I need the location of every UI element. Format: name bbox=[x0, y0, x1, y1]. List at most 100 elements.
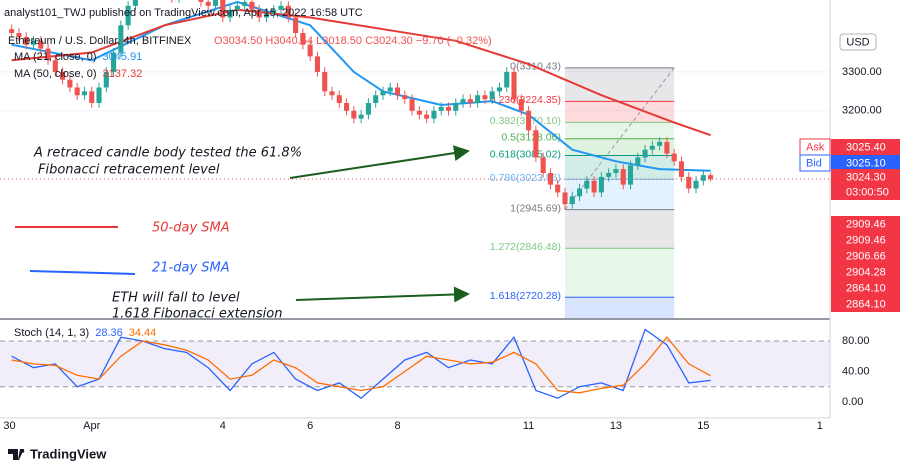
candle-body bbox=[23, 36, 29, 45]
candle-body bbox=[664, 141, 670, 154]
y-tick-label: 0.00 bbox=[842, 396, 863, 408]
fib-zone bbox=[564, 209, 675, 249]
candle-body bbox=[627, 165, 634, 185]
candle-body bbox=[307, 44, 313, 57]
price-pane: 0(3310.43)0.236(3224.35)0.382(3170.10)0.… bbox=[0, 0, 830, 318]
candle-body bbox=[671, 153, 677, 162]
currency[interactable]: USD bbox=[846, 36, 869, 48]
axis-badge-text: 3024.30 bbox=[846, 171, 886, 183]
x-tick-label: Apr bbox=[83, 420, 100, 432]
currency-box[interactable] bbox=[839, 33, 877, 51]
candle-body bbox=[89, 91, 95, 104]
fib-label: 0.236(3224.35) bbox=[490, 94, 561, 106]
candle-body bbox=[118, 25, 124, 53]
candle-body bbox=[693, 180, 699, 189]
candle-body bbox=[657, 141, 663, 146]
y-tick-label: 3300.00 bbox=[842, 66, 882, 78]
axis-badge bbox=[831, 248, 900, 264]
axis-badge bbox=[831, 296, 900, 312]
annotation: 21-day SMA bbox=[152, 261, 230, 276]
annotation: Fibonacci retracement level bbox=[38, 163, 220, 178]
candle-body bbox=[708, 175, 714, 180]
annotation: A retraced candle body tested the 61.8% bbox=[33, 146, 302, 161]
candle-body bbox=[125, 5, 131, 26]
stoch-value: 28.36 bbox=[95, 327, 123, 339]
candle-body bbox=[256, 9, 262, 18]
x-tick-label: 1 bbox=[817, 420, 823, 432]
x-tick-label: 4 bbox=[220, 420, 226, 432]
candle-body bbox=[351, 110, 357, 119]
candle-body bbox=[482, 95, 488, 100]
candle-body bbox=[598, 176, 604, 193]
candle-body bbox=[555, 184, 561, 193]
fib-label: 1.618(2720.28) bbox=[490, 290, 561, 302]
stoch-pane bbox=[0, 328, 830, 400]
candle-body bbox=[249, 1, 255, 10]
candle-body bbox=[242, 1, 248, 6]
candle-body bbox=[526, 110, 532, 131]
candle-body bbox=[67, 79, 73, 88]
axis-badge-text: 2864.10 bbox=[846, 298, 886, 310]
axis-badge bbox=[831, 216, 900, 232]
axis-badge bbox=[831, 232, 900, 248]
axis-badge bbox=[831, 264, 900, 280]
x-tick-label: 6 bbox=[307, 420, 313, 432]
candle-body bbox=[453, 103, 459, 111]
candle-body bbox=[591, 180, 597, 193]
candle-body bbox=[358, 114, 364, 119]
candle-body bbox=[205, 1, 211, 6]
footer: TradingView bbox=[0, 440, 900, 471]
candle-body bbox=[387, 87, 393, 92]
candle-body bbox=[686, 176, 692, 189]
candle-body bbox=[700, 175, 706, 181]
candle-body bbox=[300, 33, 306, 45]
candle-body bbox=[227, 9, 233, 18]
stoch-line bbox=[11, 328, 711, 400]
moving-average bbox=[11, 8, 711, 137]
x-tick-label: 15 bbox=[697, 420, 709, 432]
y-tick-label: 80.00 bbox=[842, 335, 870, 347]
candle-body bbox=[678, 161, 685, 177]
axis-badge-name-bg bbox=[799, 154, 831, 172]
x-tick-label: 13 bbox=[610, 420, 622, 432]
fib-zone bbox=[564, 101, 675, 123]
candle-body bbox=[285, 5, 291, 18]
candle-body bbox=[584, 180, 590, 189]
candle-body bbox=[45, 48, 51, 61]
axis-badge bbox=[831, 184, 900, 200]
candle-body bbox=[293, 17, 299, 34]
fib-label: 0.382(3170.10) bbox=[490, 115, 561, 127]
candle-body bbox=[74, 87, 80, 96]
fib-zone bbox=[564, 122, 675, 139]
candle-body bbox=[467, 99, 473, 104]
candle-body bbox=[263, 13, 270, 18]
candle-body bbox=[475, 95, 481, 104]
candle-body bbox=[424, 114, 430, 119]
brand[interactable]: TradingView bbox=[30, 446, 107, 461]
candle-body bbox=[234, 5, 240, 10]
candle-body bbox=[496, 87, 503, 92]
fib-zone bbox=[564, 248, 675, 298]
candle-body bbox=[445, 106, 452, 111]
candle-body bbox=[547, 172, 553, 185]
axis-badge-text: 2906.66 bbox=[846, 250, 886, 262]
axis-badge-text: 03:00:50 bbox=[846, 186, 889, 198]
arrow bbox=[289, 145, 470, 179]
stoch-value: 34.44 bbox=[129, 327, 157, 339]
candle-body bbox=[438, 106, 444, 111]
candle-body bbox=[198, 0, 204, 2]
x-tick-label: 30 bbox=[3, 420, 15, 432]
candle-body bbox=[111, 52, 117, 72]
x-tick-label: 11 bbox=[523, 420, 534, 432]
candle-body bbox=[336, 95, 342, 104]
candle-body bbox=[562, 192, 568, 205]
axis-badge bbox=[831, 280, 900, 296]
axis-badge-text: 2904.28 bbox=[846, 266, 886, 278]
candle-body bbox=[394, 87, 401, 96]
candle-body bbox=[409, 99, 415, 111]
symbol: Ethereum / U.S. Dollar, 4h, BITFINEX bbox=[8, 35, 192, 47]
candle-body bbox=[380, 91, 386, 96]
